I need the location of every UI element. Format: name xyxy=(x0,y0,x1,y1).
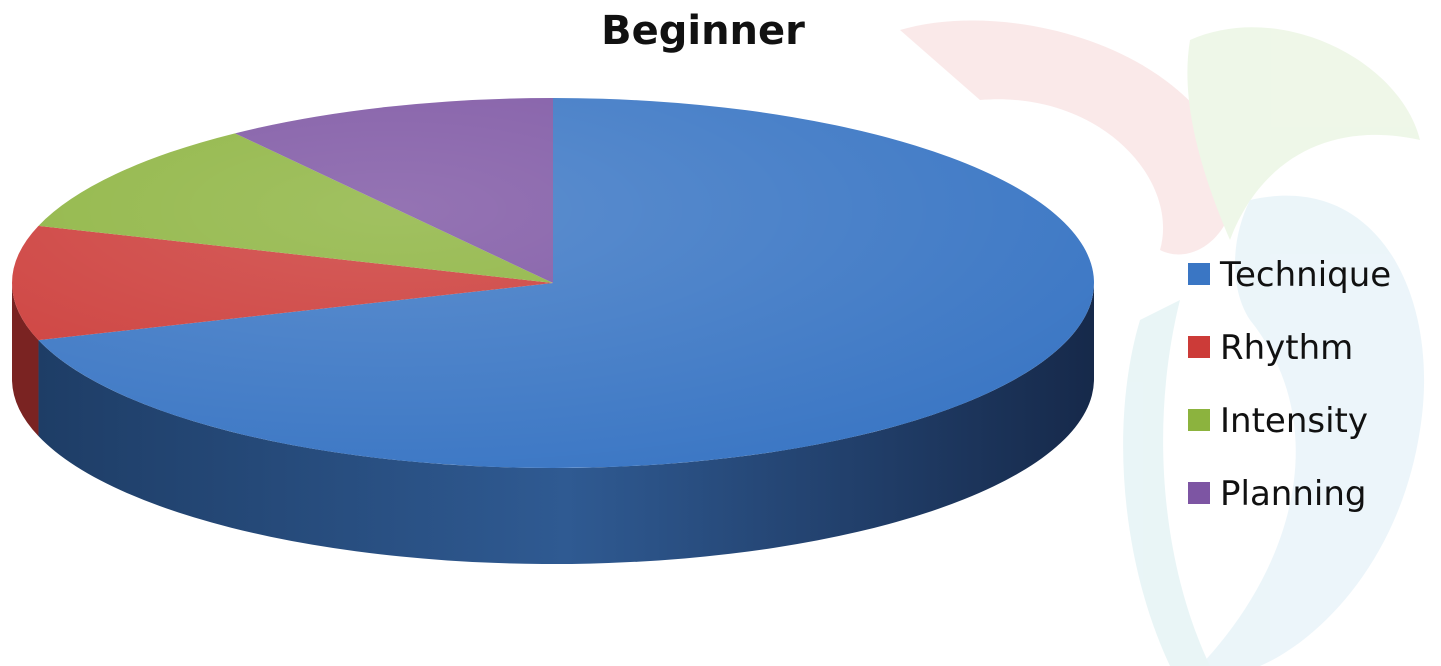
watermark-swirl-teal xyxy=(1123,300,1210,666)
legend-swatch-planning xyxy=(1188,482,1210,504)
watermark-swirl-green xyxy=(1187,27,1420,241)
legend-swatch-intensity xyxy=(1188,409,1210,431)
legend-swatch-rhythm xyxy=(1188,336,1210,358)
pie-wall-rhythm xyxy=(12,283,39,437)
legend-label-technique: Technique xyxy=(1219,255,1391,295)
chart-title: Beginner xyxy=(601,8,805,54)
legend-label-rhythm: Rhythm xyxy=(1220,328,1353,368)
background-watermark xyxy=(900,20,1425,666)
pie-shine xyxy=(12,98,1094,468)
pie-wall-technique xyxy=(38,283,1095,565)
pie-layer xyxy=(11,98,1095,565)
watermark-swirl-blue xyxy=(1200,195,1425,666)
legend-label-intensity: Intensity xyxy=(1220,401,1368,441)
legend-swatch-technique xyxy=(1188,263,1210,285)
watermark-swirl-red xyxy=(900,20,1235,255)
legend: Technique Rhythm Intensity Planning xyxy=(1188,255,1391,514)
legend-label-planning: Planning xyxy=(1220,474,1366,514)
